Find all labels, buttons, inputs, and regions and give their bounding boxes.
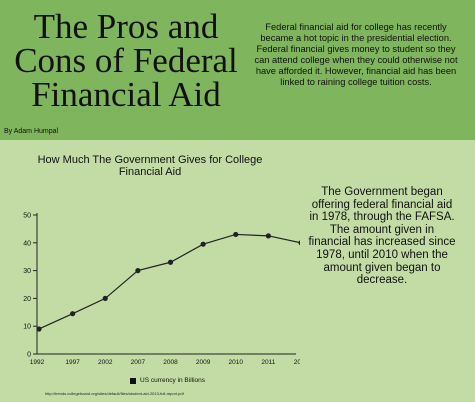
- source-link[interactable]: http://trends.collegeboard.org/sites/def…: [45, 391, 184, 396]
- byline: By Adam Humpal: [4, 128, 59, 135]
- x-tick-label: 2009: [196, 359, 211, 366]
- series-line: [38, 233, 300, 330]
- x-tick-label: 2002: [98, 359, 113, 366]
- x-tick-label: 1992: [30, 359, 45, 366]
- x-tick-label: 2007: [131, 359, 146, 366]
- data-point: [135, 268, 141, 274]
- legend-label: US currency in Billions: [140, 377, 206, 384]
- x-tick-label: 1997: [65, 359, 80, 366]
- data-point: [167, 259, 174, 265]
- data-point: [36, 326, 42, 332]
- y-tick-label: 30: [23, 268, 31, 275]
- x-tick-label: 2011: [261, 359, 275, 366]
- legend-swatch: [130, 377, 136, 384]
- x-tick-label: 2012: [294, 359, 300, 366]
- data-point: [265, 233, 271, 239]
- y-tick-label: 10: [23, 324, 31, 331]
- x-tick-label: 2010: [229, 359, 244, 366]
- page-title: The Pros and Cons of Federal Financial A…: [14, 7, 238, 114]
- x-tick-label: 2008: [163, 359, 178, 366]
- data-point: [298, 240, 300, 246]
- legend: US currency in Billions: [130, 377, 205, 384]
- intro-text: Federal financial aid for college has re…: [254, 22, 458, 87]
- chart-area: How Much The Government Gives for Colleg…: [0, 140, 300, 402]
- y-tick-label: 50: [23, 213, 31, 220]
- side-text: The Government began offering federal fi…: [308, 186, 456, 287]
- data-point: [102, 295, 108, 301]
- y-tick-label: 20: [23, 296, 31, 303]
- chart-title: How Much The Government Gives for Colleg…: [37, 154, 263, 178]
- data-point: [233, 231, 239, 238]
- y-tick-label: 0: [27, 352, 31, 359]
- line-chart: 0 10 20 30 40 50 1992 1997 2002 2007 2008 2009 2010 2…: [23, 213, 300, 366]
- y-tick-label: 40: [23, 240, 31, 247]
- data-point: [70, 311, 76, 317]
- header-banner: The Pros and Cons of Federal Financial A…: [0, 0, 475, 140]
- data-point: [200, 241, 206, 247]
